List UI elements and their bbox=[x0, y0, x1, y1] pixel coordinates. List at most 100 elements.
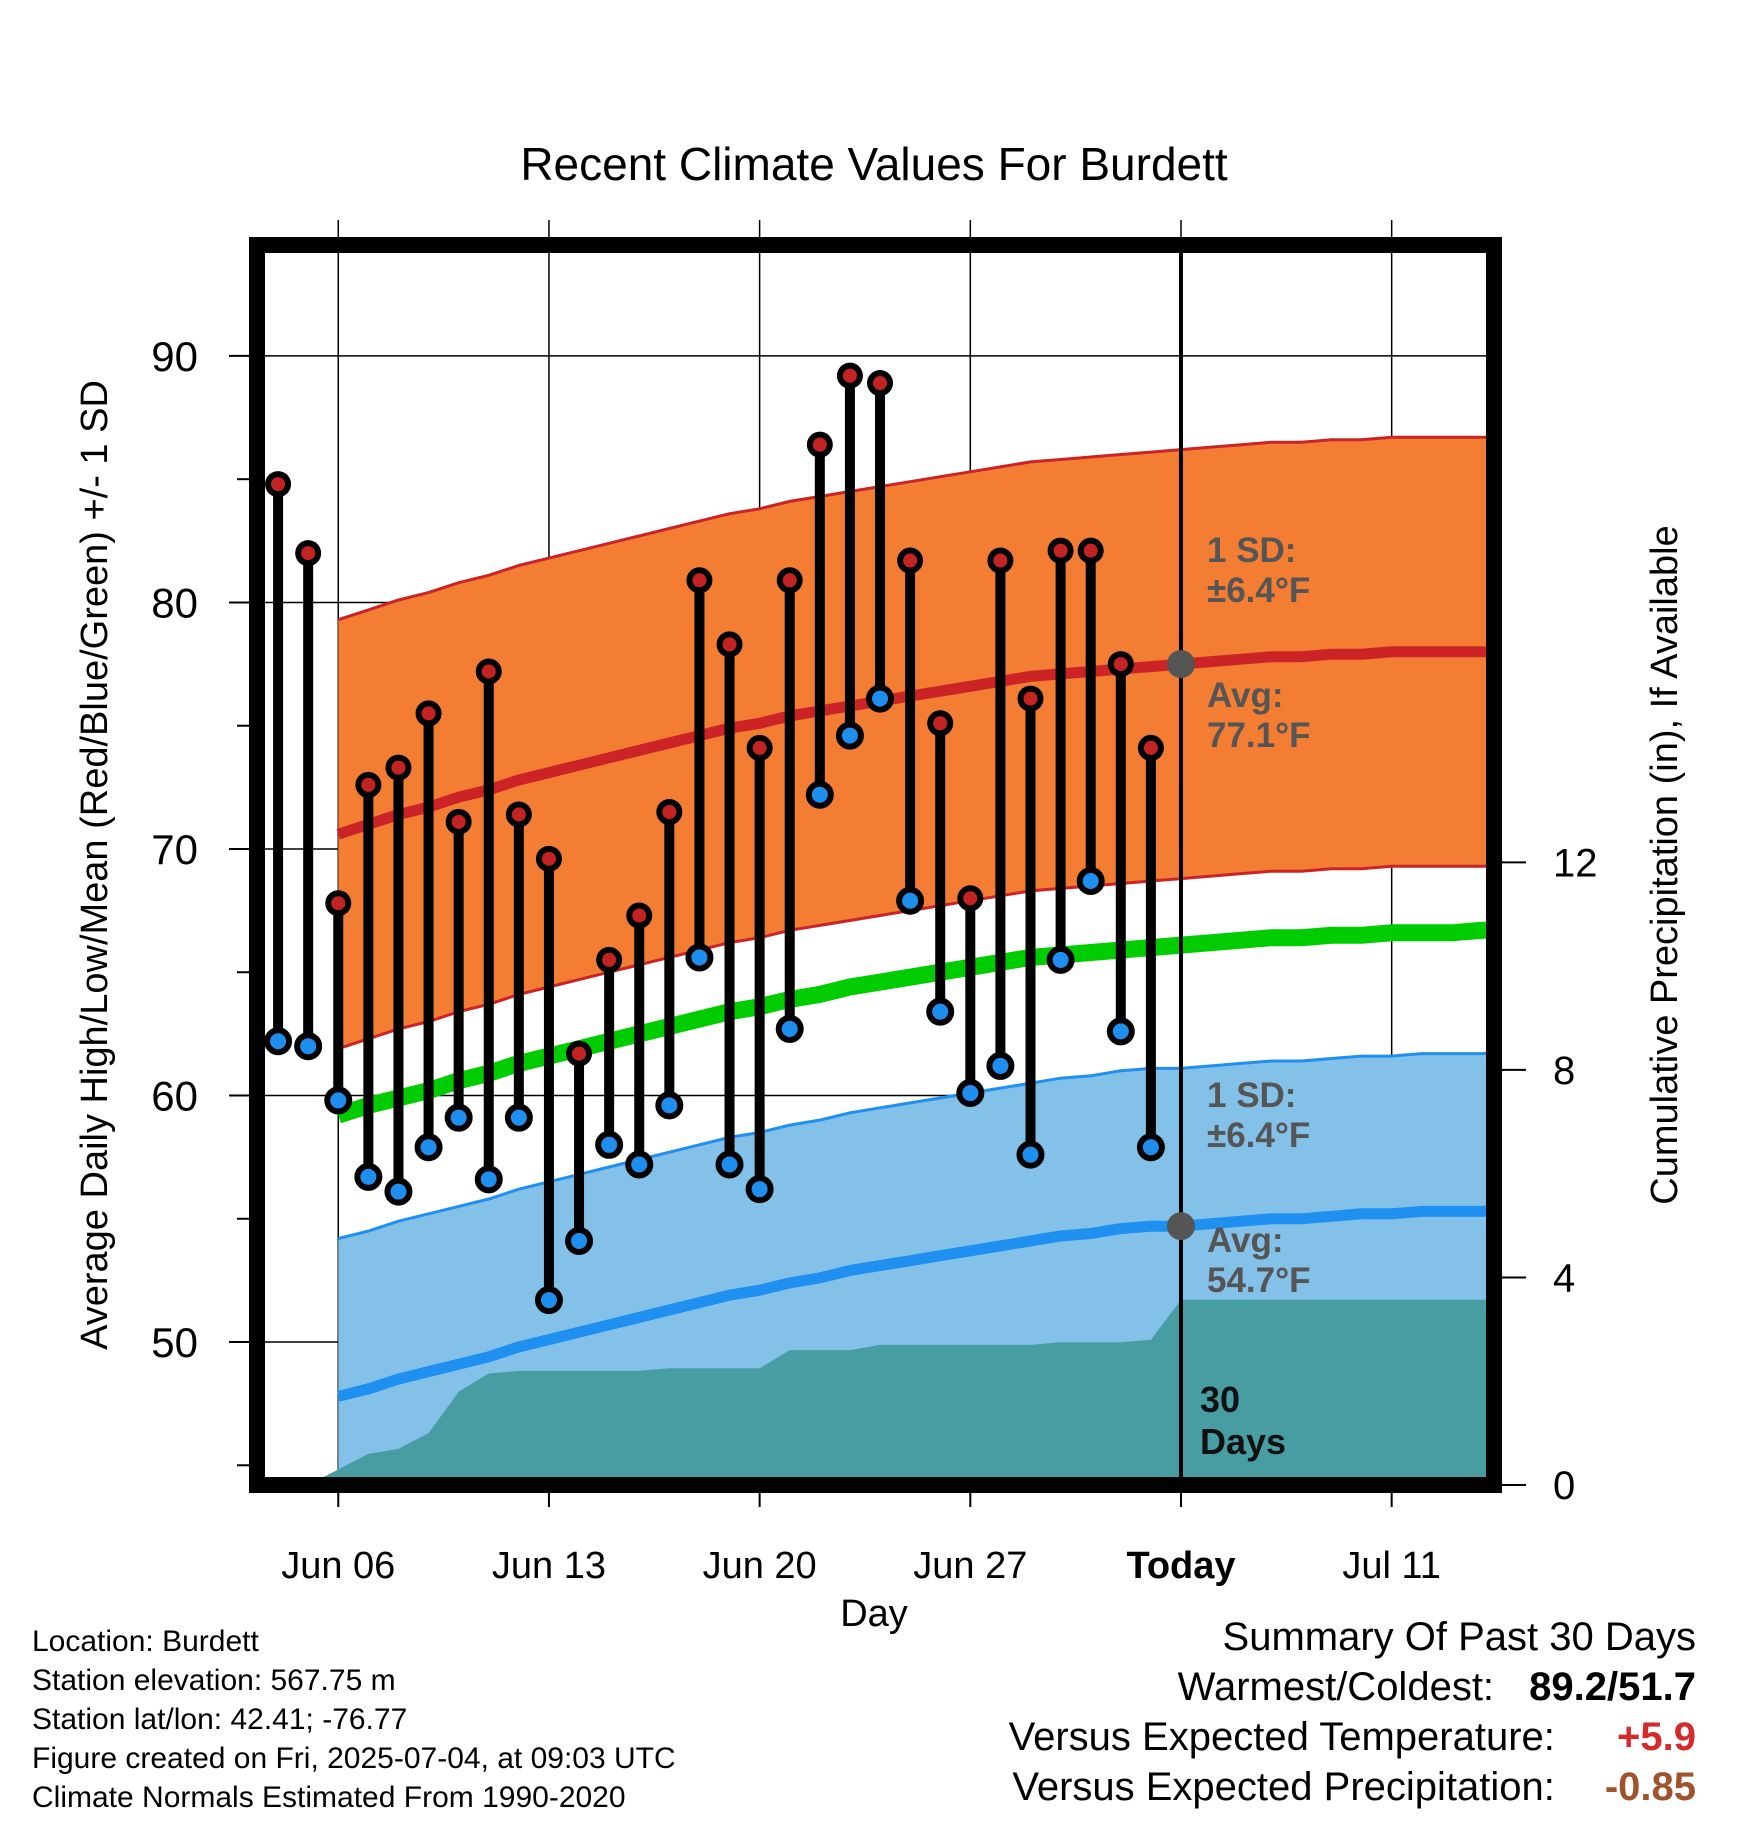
observed-high-point bbox=[806, 431, 833, 458]
observed-low-point bbox=[986, 1051, 1015, 1080]
low-avg-value: 54.7°F bbox=[1207, 1261, 1311, 1300]
observed-low-point bbox=[354, 1162, 383, 1191]
observed-high-point bbox=[1017, 685, 1044, 712]
observed-low-point bbox=[775, 1014, 804, 1043]
temp-departure-value: +5.9 bbox=[1617, 1715, 1696, 1759]
high-sd-upper-edge bbox=[337, 435, 1494, 622]
y2-tick-label: 4 bbox=[1553, 1256, 1575, 1300]
precip-departure-label: Versus Expected Precipitation: bbox=[1012, 1765, 1555, 1809]
observed-high-point bbox=[626, 902, 653, 929]
low-avg-label: Avg: bbox=[1207, 1221, 1283, 1260]
y-tick-label: 90 bbox=[151, 333, 198, 380]
observed-high-point bbox=[385, 754, 412, 781]
observed-low-point bbox=[294, 1032, 323, 1061]
x-tick-label: Jun 20 bbox=[703, 1545, 817, 1587]
today-high-average-marker bbox=[1166, 650, 1195, 679]
precip-departure-value: -0.85 bbox=[1604, 1765, 1696, 1809]
observed-low-point bbox=[595, 1130, 624, 1159]
axes: 50 60 70 80 90 0 4 8 12 Jun 06 Jun 13 Jun 20 Jun 27 T… bbox=[151, 333, 1597, 1587]
observed-high-point bbox=[686, 567, 713, 594]
observed-high-point bbox=[566, 1040, 593, 1067]
latlon-text: Station lat/lon: 42.41; -76.77 bbox=[32, 1703, 408, 1736]
location-text: Location: Burdett bbox=[32, 1625, 259, 1658]
observed-low-point bbox=[866, 684, 895, 713]
observed-high-point bbox=[836, 362, 863, 389]
observed-high-point bbox=[1137, 734, 1164, 761]
y-tick-label: 70 bbox=[151, 826, 198, 873]
observed-low-point bbox=[384, 1177, 413, 1206]
precip-departure-row: Versus Expected Precipitation: -0.85 bbox=[1009, 1762, 1696, 1812]
normal-high-line bbox=[336, 646, 1494, 840]
plot-frame bbox=[249, 237, 1502, 1493]
observed-low-point bbox=[324, 1086, 353, 1115]
y-tick-label: 80 bbox=[151, 579, 198, 626]
observed-low-point bbox=[565, 1226, 594, 1255]
observed-low-point bbox=[835, 721, 864, 750]
observed-temperatures bbox=[264, 362, 1195, 1315]
chart-title: Recent Climate Values For Burdett bbox=[520, 138, 1228, 190]
temp-departure-row: Versus Expected Temperature: +5.9 bbox=[1009, 1712, 1696, 1762]
observed-low-point bbox=[805, 780, 834, 809]
observed-low-point bbox=[1016, 1140, 1045, 1169]
x-tick-label: Today bbox=[1126, 1545, 1235, 1587]
observed-high-point bbox=[746, 734, 773, 761]
summary-panel: Summary Of Past 30 Days Warmest/Coldest:… bbox=[1009, 1612, 1696, 1812]
observed-high-point bbox=[445, 808, 472, 835]
observed-high-point bbox=[867, 370, 894, 397]
warmest-coldest-row: Warmest/Coldest: 89.2/51.7 bbox=[1009, 1662, 1696, 1712]
observed-low-point bbox=[1106, 1017, 1135, 1046]
x-tick-label: Jun 13 bbox=[492, 1545, 606, 1587]
observed-high-point bbox=[716, 631, 743, 658]
observed-high-point bbox=[897, 547, 924, 574]
y-tick-label: 50 bbox=[151, 1319, 198, 1366]
observed-high-point bbox=[265, 471, 292, 498]
observed-high-point bbox=[596, 946, 623, 973]
observed-high-point bbox=[415, 700, 442, 727]
summary-title: Summary Of Past 30 Days bbox=[1222, 1615, 1696, 1659]
observed-high-point bbox=[1047, 537, 1074, 564]
y2-tick-label: 12 bbox=[1553, 841, 1598, 885]
observed-low-point bbox=[956, 1079, 985, 1108]
observed-low-point bbox=[1136, 1133, 1165, 1162]
high-avg-label: Avg: bbox=[1207, 676, 1283, 715]
high-sd-value: ±6.4°F bbox=[1207, 571, 1310, 610]
warmest-coldest-value: 89.2/51.7 bbox=[1529, 1665, 1696, 1709]
observed-low-point bbox=[926, 997, 955, 1026]
x-tick-label: Jul 11 bbox=[1342, 1545, 1441, 1587]
observed-low-point bbox=[625, 1150, 654, 1179]
x-axis-label: Day bbox=[840, 1593, 908, 1635]
observed-low-point bbox=[264, 1027, 293, 1056]
y2-tick-label: 8 bbox=[1553, 1049, 1575, 1093]
observed-high-point bbox=[927, 710, 954, 737]
high-avg-value: 77.1°F bbox=[1207, 716, 1311, 755]
observed-high-point bbox=[987, 547, 1014, 574]
y-tick-label: 60 bbox=[151, 1072, 198, 1119]
observed-high-point bbox=[656, 798, 683, 825]
observed-high-point bbox=[505, 801, 532, 828]
today-low-average-marker bbox=[1166, 1212, 1195, 1241]
observed-high-point bbox=[535, 845, 562, 872]
station-info: Location: Burdett Station elevation: 567… bbox=[32, 1622, 676, 1817]
x-tick-label: Jun 06 bbox=[281, 1545, 395, 1587]
high-sd-band bbox=[338, 437, 1494, 1049]
observed-high-point bbox=[355, 771, 382, 798]
low-sd-value: ±6.4°F bbox=[1207, 1116, 1310, 1155]
observed-low-point bbox=[745, 1175, 774, 1204]
observed-low-point bbox=[414, 1133, 443, 1162]
warmest-coldest-label: Warmest/Coldest: bbox=[1177, 1665, 1495, 1709]
observed-high-point bbox=[475, 658, 502, 685]
observed-high-point bbox=[325, 890, 352, 917]
window-days-unit: Days bbox=[1200, 1421, 1286, 1462]
observed-low-point bbox=[715, 1150, 744, 1179]
window-days-number: 30 bbox=[1200, 1379, 1240, 1420]
observed-low-point bbox=[534, 1286, 563, 1315]
y2-tick-label: 0 bbox=[1553, 1464, 1575, 1508]
y2-axis-label: Cumulative Precipitation (in), If Availa… bbox=[1644, 525, 1686, 1204]
observed-low-point bbox=[1076, 867, 1105, 896]
observed-high-point bbox=[295, 540, 322, 567]
observed-low-point bbox=[1046, 945, 1075, 974]
high-sd-label: 1 SD: bbox=[1207, 531, 1296, 570]
y-axis-label: Average Daily High/Low/Mean (Red/Blue/Gr… bbox=[74, 380, 116, 1350]
annotations: 1 SD: ±6.4°F Avg: 77.1°F 1 SD: ±6.4°F Av… bbox=[1200, 531, 1311, 1462]
